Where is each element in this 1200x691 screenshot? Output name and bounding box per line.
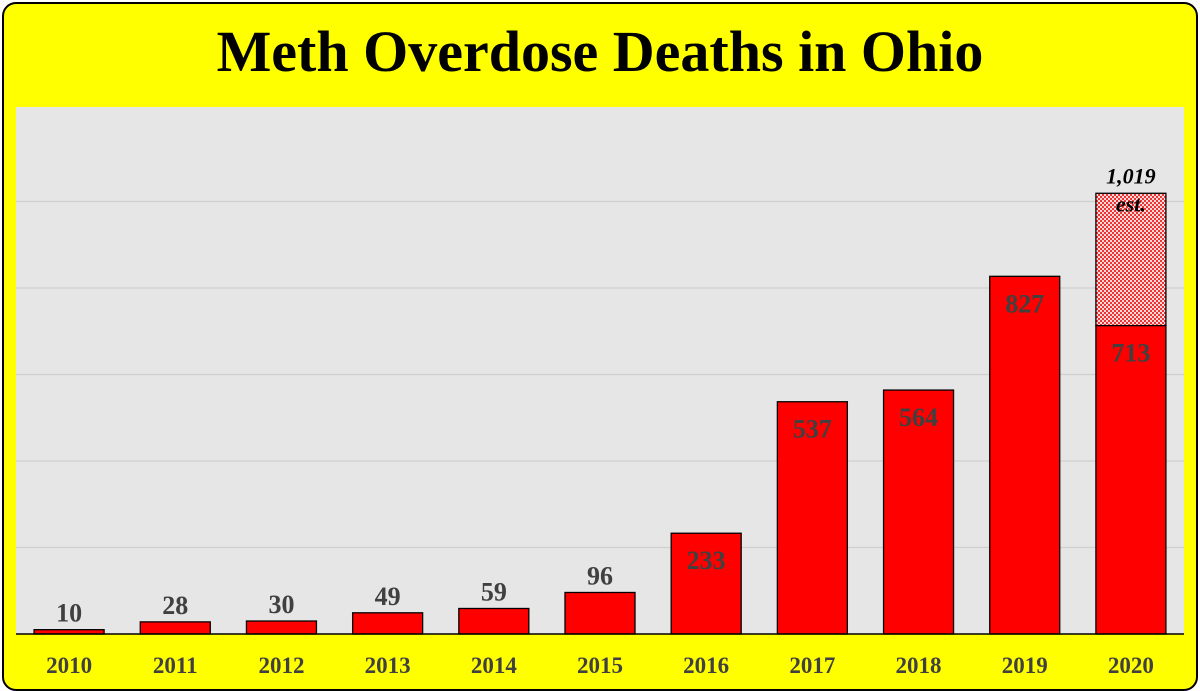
- value-label-2015: 96: [587, 561, 613, 590]
- x-tick-label-2018: 2018: [896, 653, 942, 678]
- labels: 10 2010 28 2011 30 2012 49 2013 59 2014 96 2015 233 2…: [46, 163, 1156, 678]
- x-tick-label-2012: 2012: [258, 653, 304, 678]
- value-label-2017: 537: [793, 415, 832, 444]
- value-label-2020: 713: [1111, 339, 1150, 368]
- x-tick-label-2013: 2013: [365, 653, 411, 678]
- bar-2015: [564, 591, 636, 635]
- value-label-2016: 233: [687, 546, 726, 575]
- bar-2011: [139, 621, 211, 635]
- bar-2019: [989, 275, 1061, 635]
- x-tick-label-2017: 2017: [789, 653, 835, 678]
- x-tick-label-2014: 2014: [471, 653, 518, 678]
- bar-2018: [882, 389, 955, 635]
- x-tick-label-2010: 2010: [46, 653, 92, 678]
- bar-2014: [458, 607, 530, 635]
- value-label-2019: 827: [1005, 289, 1044, 318]
- estimate-total-label: 1,019: [1106, 163, 1156, 188]
- value-label-2013: 49: [375, 582, 401, 611]
- bar-2020: [1095, 324, 1167, 635]
- x-tick-label-2016: 2016: [683, 653, 729, 678]
- x-tick-label-2015: 2015: [577, 653, 623, 678]
- value-label-2012: 30: [268, 590, 294, 619]
- value-label-2014: 59: [481, 577, 507, 606]
- x-tick-label-2011: 2011: [153, 653, 198, 678]
- bar-2013: [351, 612, 424, 635]
- value-label-2010: 10: [56, 599, 82, 628]
- x-tick-label-2020: 2020: [1108, 653, 1154, 678]
- value-label-2011: 28: [162, 591, 188, 620]
- estimate-note-label: est.: [1116, 191, 1146, 216]
- bar-2012: [245, 620, 318, 635]
- chart-title: Meth Overdose Deaths in Ohio: [216, 19, 984, 84]
- bar-2017: [776, 401, 849, 635]
- x-tick-label-2019: 2019: [1002, 653, 1048, 678]
- value-label-2018: 564: [899, 403, 938, 432]
